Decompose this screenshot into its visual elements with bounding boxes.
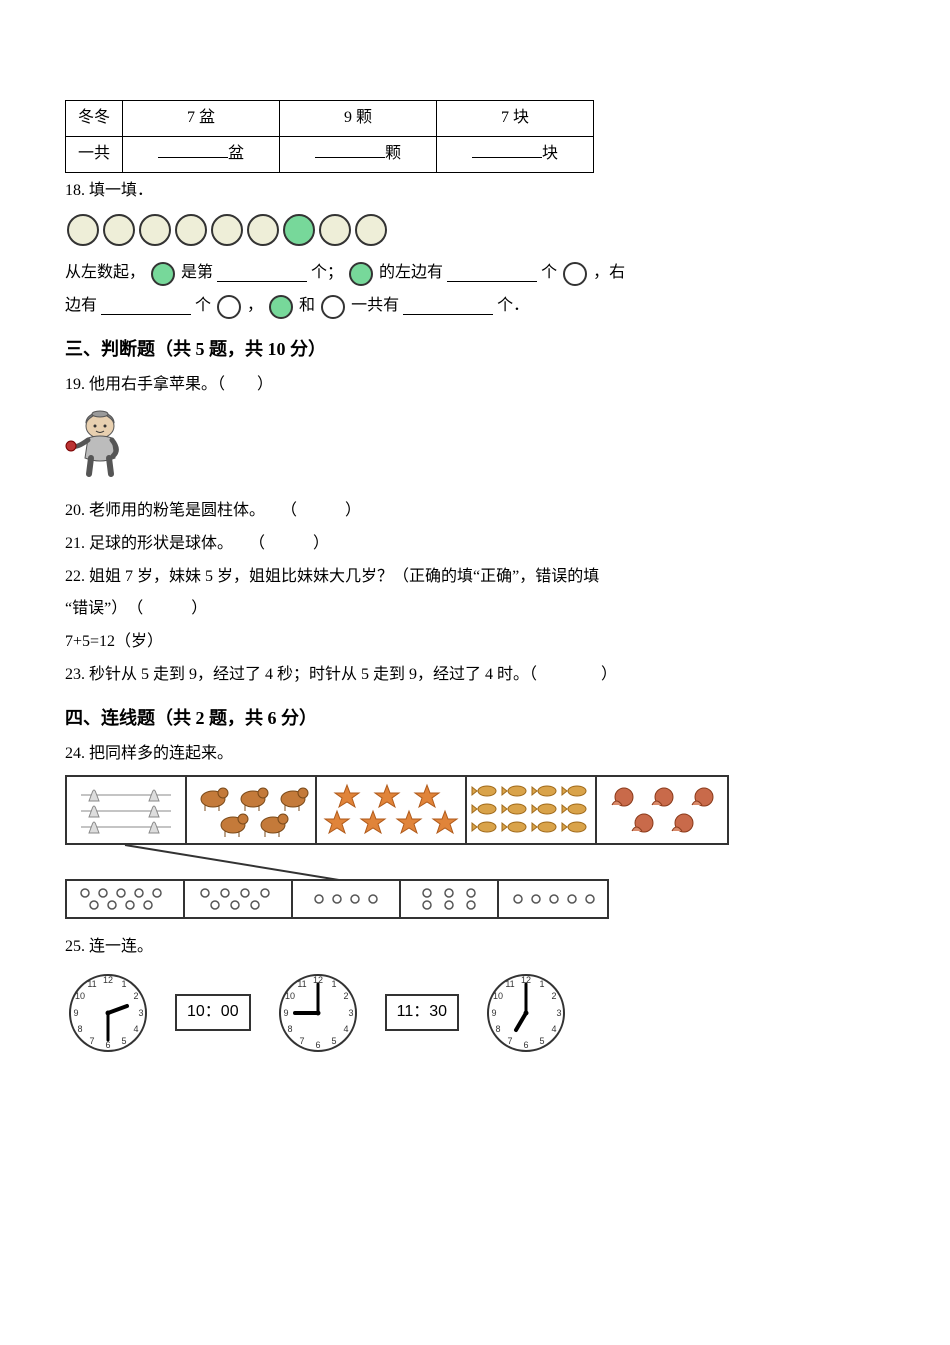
cell-blank-ke: 颗 [280, 136, 437, 172]
cell-7kuai: 7 块 [437, 101, 594, 137]
q22-line2: “错误”） （ ） [65, 595, 885, 624]
cell-blank-pen: 盆 [123, 136, 280, 172]
clock-3-icon: 1212 345 678 91011 [483, 970, 569, 1056]
cell-chess [67, 777, 187, 843]
section-4-heading: 四、连线题（共 2 题，共 6 分） [65, 702, 885, 734]
cell-total: 一共 [66, 136, 123, 172]
clock-1-icon: 1212 345 678 91011 [65, 970, 151, 1056]
q24-bottom-row [65, 879, 609, 919]
svg-text:10: 10 [75, 991, 85, 1001]
svg-text:6: 6 [524, 1040, 529, 1050]
q24-top-row [65, 775, 729, 845]
q18-title: 18. 填一填． [65, 177, 885, 206]
cell-dots-5 [499, 881, 607, 917]
q19: 19. 他用右手拿苹果。（ ） [65, 371, 885, 400]
svg-text:3: 3 [348, 1008, 353, 1018]
q25-title: 25. 连一连。 [65, 933, 885, 962]
svg-text:9: 9 [73, 1008, 78, 1018]
svg-text:8: 8 [287, 1024, 292, 1034]
svg-text:5: 5 [540, 1036, 545, 1046]
q21: 21. 足球的形状是球体。 （ ） [65, 530, 885, 559]
svg-text:5: 5 [121, 1036, 126, 1046]
svg-text:7: 7 [508, 1036, 513, 1046]
q25-clock-row: 1212 345 678 91011 10：00 1212 345 678 91… [65, 970, 885, 1056]
section-3-heading: 三、判断题（共 5 题，共 10 分） [65, 333, 885, 365]
q23: 23. 秒针从 5 走到 9，经过了 4 秒；时针从 5 走到 9，经过了 4 … [65, 661, 885, 690]
blank [101, 298, 191, 315]
svg-text:4: 4 [343, 1024, 348, 1034]
plain-circle-icon [319, 293, 347, 321]
svg-text:12: 12 [103, 975, 113, 985]
q24-matching [65, 775, 885, 919]
cell-stars [317, 777, 467, 843]
green-circle-icon [347, 260, 375, 288]
timebox-2: 11：30 [385, 994, 459, 1031]
q24-title: 24. 把同样多的连起来。 [65, 740, 885, 769]
svg-text:9: 9 [283, 1008, 288, 1018]
svg-text:4: 4 [552, 1024, 557, 1034]
svg-text:5: 5 [331, 1036, 336, 1046]
circle-strip [65, 211, 395, 249]
svg-text:10: 10 [285, 991, 295, 1001]
cell-snails [597, 777, 727, 843]
svg-text:2: 2 [133, 991, 138, 1001]
blank [403, 298, 493, 315]
blank [447, 265, 537, 282]
svg-text:7: 7 [89, 1036, 94, 1046]
boy-holding-apple-icon [65, 406, 885, 489]
svg-text:7: 7 [299, 1036, 304, 1046]
cell-dots-6 [401, 881, 499, 917]
green-circle-icon [149, 260, 177, 288]
q22-calc: 7+5=12（岁） [65, 628, 885, 657]
q18-line2: 边有 个 ， 和 一共有 个． [65, 292, 885, 321]
q18-line1: 从左数起， 是第 个； 的左边有 个 ，右 [65, 259, 885, 288]
plain-circle-icon [215, 293, 243, 321]
cell-dots-9 [67, 881, 185, 917]
data-table: 冬冬 7 盆 9 颗 7 块 一共 盆 颗 块 [65, 100, 594, 173]
timebox-1: 10：00 [175, 994, 251, 1031]
cell-fish [467, 777, 597, 843]
q20: 20. 老师用的粉笔是圆柱体。 （ ） [65, 497, 885, 526]
blank [217, 265, 307, 282]
svg-text:2: 2 [343, 991, 348, 1001]
svg-text:11: 11 [87, 979, 96, 989]
svg-text:3: 3 [138, 1008, 143, 1018]
svg-text:6: 6 [315, 1040, 320, 1050]
svg-text:1: 1 [540, 979, 545, 989]
svg-text:1: 1 [331, 979, 336, 989]
plain-circle-icon [561, 260, 589, 288]
svg-text:4: 4 [133, 1024, 138, 1034]
svg-text:2: 2 [552, 991, 557, 1001]
green-circle-icon [267, 293, 295, 321]
clock-2-icon: 1212 345 678 91011 [275, 970, 361, 1056]
svg-text:11: 11 [297, 979, 306, 989]
cell-9ke: 9 颗 [280, 101, 437, 137]
cell-dogs [187, 777, 317, 843]
svg-text:9: 9 [492, 1008, 497, 1018]
q18-circles [65, 211, 885, 249]
cell-dongdong: 冬冬 [66, 101, 123, 137]
cell-blank-kuai: 块 [437, 136, 594, 172]
cell-dots-4 [293, 881, 401, 917]
cell-dots-7 [185, 881, 293, 917]
svg-text:1: 1 [121, 979, 126, 989]
svg-text:8: 8 [77, 1024, 82, 1034]
svg-text:10: 10 [493, 991, 503, 1001]
cell-7pen: 7 盆 [123, 101, 280, 137]
svg-text:11: 11 [505, 979, 514, 989]
q22-line1: 22. 姐姐 7 岁，妹妹 5 岁，姐姐比妹妹大几岁？（正确的填“正确”，错误的… [65, 563, 885, 592]
svg-text:3: 3 [557, 1008, 562, 1018]
svg-text:8: 8 [496, 1024, 501, 1034]
